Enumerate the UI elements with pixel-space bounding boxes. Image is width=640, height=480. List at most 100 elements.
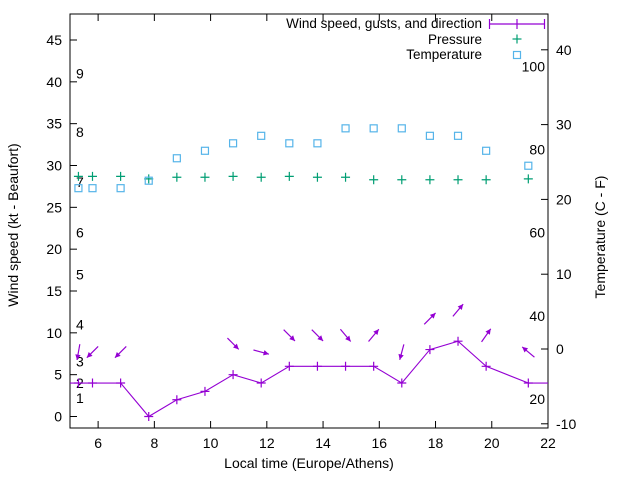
temperature-point [482, 146, 491, 155]
legend-label-wind: Wind speed, gusts, and direction [286, 16, 482, 32]
wind-tick-label: 35 [46, 116, 62, 132]
fahrenheit-label: 80 [529, 141, 545, 157]
wind-tick-label: 15 [46, 283, 62, 299]
beaufort-label: 6 [76, 224, 84, 240]
temperature-point [425, 131, 435, 140]
wind-direction-arrowhead [457, 304, 464, 310]
wind-point [116, 378, 126, 388]
time-tick-label: 10 [203, 435, 219, 451]
wind-point [369, 361, 379, 371]
beaufort-label: 5 [76, 266, 84, 282]
temperature-point [144, 176, 153, 185]
pressure-point [200, 172, 210, 182]
wind-point [397, 378, 407, 388]
time-tick-label: 8 [150, 435, 158, 451]
fahrenheit-label: 40 [529, 308, 545, 324]
wind-direction-arrowhead [86, 352, 93, 358]
wind-direction-arrowhead [429, 312, 436, 319]
right-axis-label: Temperature (C - F) [592, 175, 608, 299]
temperature-point [397, 124, 406, 133]
x-axis-label: Local time (Europe/Athens) [224, 455, 394, 471]
beaufort-label: 7 [76, 174, 84, 190]
beaufort-label: 3 [76, 353, 84, 369]
time-tick-label: 16 [372, 435, 388, 451]
legend-item-temperature: Temperature [286, 47, 546, 63]
wind-direction-arrowhead [233, 343, 239, 350]
time-tick-label: 22 [540, 435, 556, 451]
temperature-point [524, 161, 533, 170]
time-tick-label: 14 [315, 435, 331, 451]
temperature-point [341, 124, 350, 133]
wind-line [70, 340, 548, 418]
pressure-point [256, 172, 266, 182]
temperature-point [74, 184, 83, 193]
pressure-point [341, 172, 351, 182]
fahrenheit-label: 60 [529, 224, 545, 240]
pressure-point [284, 171, 294, 181]
plot-border [69, 13, 549, 429]
legend-item-wind: Wind speed, gusts, and direction [286, 16, 546, 32]
wind-point [453, 336, 463, 346]
wind-tick-label: 25 [46, 199, 62, 215]
wind-point [87, 378, 97, 388]
wind-direction-arrowhead [345, 335, 351, 342]
wind-point [312, 361, 322, 371]
time-tick-label: 20 [484, 435, 500, 451]
wind-direction-arrowhead [398, 353, 404, 360]
fahrenheit-label: 100 [522, 58, 546, 74]
beaufort-label: 9 [76, 65, 84, 81]
temperature-point [228, 139, 238, 148]
pressure-plus-sample-icon [512, 34, 522, 44]
legend-item-pressure: Pressure [286, 32, 546, 48]
beaufort-label: 1 [76, 390, 84, 406]
wind-tick-label: 10 [46, 325, 62, 341]
wind-direction-arrowhead [289, 335, 295, 342]
temp-tick-label: 0 [556, 341, 564, 357]
pressure-point [523, 174, 533, 184]
wind-tick-label: 0 [54, 409, 62, 425]
beaufort-label: 4 [76, 316, 84, 332]
wind-direction-arrowhead [373, 329, 379, 336]
temperature-point [369, 124, 378, 133]
temp-tick-label: 40 [556, 42, 572, 58]
legend: Wind speed, gusts, and direction Pressur… [286, 16, 546, 63]
legend-label-temperature: Temperature [406, 47, 482, 63]
legend-label-pressure: Pressure [427, 31, 482, 47]
temp-tick-label: -10 [556, 416, 576, 432]
wind-point [144, 412, 154, 421]
wind-point [523, 378, 533, 388]
wind-direction-arrowhead [114, 352, 121, 358]
pressure-point [116, 171, 126, 181]
wind-direction-arrowhead [485, 328, 491, 335]
fahrenheit-label: 20 [529, 391, 545, 407]
pressure-point [228, 171, 238, 181]
wind-point [425, 345, 435, 355]
time-tick-label: 12 [259, 435, 275, 451]
pressure-point [369, 175, 379, 185]
wind-direction-arrowhead [75, 354, 81, 360]
wind-point [200, 386, 210, 396]
temp-tick-label: 20 [556, 191, 572, 207]
wind-direction-arrowhead [522, 346, 529, 353]
wind-point [73, 378, 83, 388]
wind-tick-label: 30 [46, 158, 62, 174]
left-axis-label: Wind speed (kt - Beaufort) [5, 143, 21, 307]
temperature-square-sample-icon [512, 50, 522, 60]
pressure-point [172, 172, 182, 182]
pressure-point [87, 171, 97, 181]
wind-point [481, 361, 491, 371]
pressure-point [481, 175, 491, 185]
time-tick-label: 18 [428, 435, 444, 451]
temperature-point [200, 146, 210, 155]
temperature-point [257, 131, 266, 140]
wind-tick-label: 20 [46, 241, 62, 257]
pressure-point [453, 175, 463, 185]
wind-point [172, 395, 182, 405]
wind-errorbar-sample-icon [488, 18, 546, 29]
time-tick-label: 6 [94, 435, 102, 451]
wind-point [256, 378, 266, 388]
pressure-point [397, 175, 407, 185]
temperature-point [285, 139, 294, 148]
